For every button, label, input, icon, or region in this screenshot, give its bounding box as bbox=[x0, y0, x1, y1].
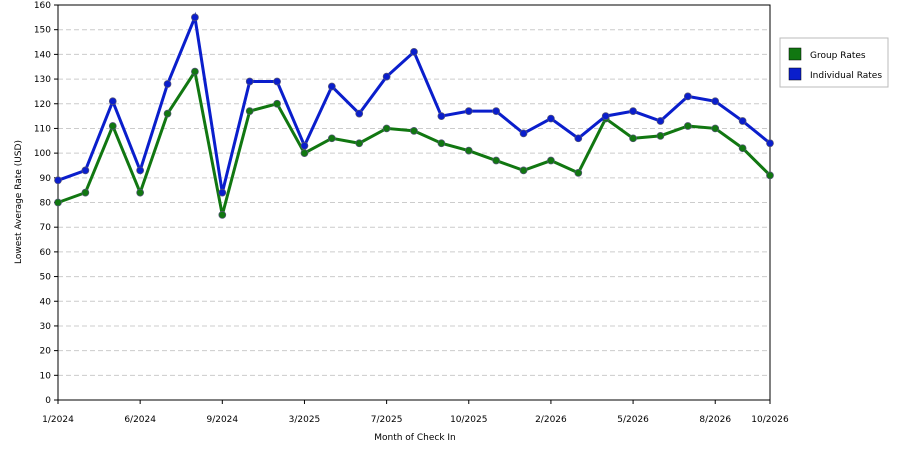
point bbox=[163, 109, 172, 118]
y-tick-label: 120 bbox=[34, 100, 51, 110]
point bbox=[300, 149, 309, 157]
point bbox=[738, 144, 747, 153]
y-tick-label: 50 bbox=[40, 273, 52, 283]
point bbox=[327, 134, 336, 143]
y-tick-label: 70 bbox=[40, 223, 52, 233]
point bbox=[218, 188, 227, 197]
point bbox=[547, 156, 555, 165]
point bbox=[492, 156, 501, 165]
point bbox=[382, 124, 391, 133]
y-tick-label: 0 bbox=[45, 396, 51, 406]
legend-swatch bbox=[788, 67, 802, 81]
point bbox=[656, 131, 665, 140]
x-tick-label: 9/2024 bbox=[206, 415, 238, 425]
point bbox=[464, 146, 473, 155]
point bbox=[81, 166, 90, 175]
x-tick-label: 1/2024 bbox=[42, 415, 74, 425]
y-tick-label: 40 bbox=[40, 297, 52, 307]
legend-swatch bbox=[788, 47, 802, 61]
point bbox=[108, 97, 117, 106]
x-tick-label: 3/2025 bbox=[289, 415, 321, 425]
point bbox=[519, 166, 528, 175]
point bbox=[711, 97, 720, 106]
y-tick-label: 60 bbox=[40, 248, 52, 258]
point bbox=[81, 188, 90, 197]
point bbox=[683, 122, 692, 130]
point bbox=[273, 77, 281, 86]
point bbox=[218, 210, 227, 219]
point bbox=[601, 112, 610, 120]
point bbox=[492, 107, 501, 116]
point bbox=[136, 166, 145, 175]
point bbox=[656, 117, 665, 125]
y-tick-label: 10 bbox=[40, 371, 52, 381]
x-tick-label: 10/2025 bbox=[450, 415, 487, 425]
point bbox=[163, 80, 172, 88]
y-tick-label: 30 bbox=[40, 322, 52, 332]
y-tick-label: 110 bbox=[34, 124, 51, 134]
y-tick-label: 90 bbox=[40, 174, 52, 184]
y-tick-label: 150 bbox=[34, 26, 51, 36]
series-line bbox=[57, 11, 771, 193]
point bbox=[738, 117, 747, 125]
point bbox=[327, 82, 336, 91]
point bbox=[437, 139, 446, 148]
point bbox=[410, 48, 418, 56]
point bbox=[629, 134, 637, 143]
point bbox=[519, 129, 528, 138]
point bbox=[273, 99, 281, 108]
x-tick-label: 10/2026 bbox=[751, 415, 789, 425]
point bbox=[136, 188, 145, 197]
y-axis-label: Lowest Average Rate (USD) bbox=[14, 140, 24, 264]
point bbox=[382, 72, 391, 81]
y-tick-label: 160 bbox=[34, 1, 51, 11]
point bbox=[574, 134, 583, 143]
y-tick-label: 100 bbox=[34, 149, 51, 159]
point bbox=[245, 107, 254, 116]
x-tick-label: 8/2026 bbox=[699, 415, 731, 425]
legend-label: Individual Rates bbox=[810, 71, 882, 81]
point bbox=[683, 92, 692, 101]
point bbox=[547, 114, 555, 123]
point bbox=[629, 107, 637, 116]
x-tick-label: 5/2026 bbox=[617, 415, 649, 425]
y-tick-label: 80 bbox=[40, 199, 52, 209]
point bbox=[54, 198, 62, 207]
point bbox=[711, 124, 720, 133]
x-axis-label: Month of Check In bbox=[374, 433, 456, 443]
point bbox=[108, 122, 117, 130]
legend-label: Group Rates bbox=[810, 51, 866, 61]
x-tick-label: 7/2025 bbox=[371, 415, 403, 425]
point bbox=[355, 109, 364, 118]
point bbox=[464, 107, 473, 116]
y-tick-label: 140 bbox=[34, 50, 51, 60]
point bbox=[191, 67, 199, 76]
point bbox=[766, 139, 774, 148]
point bbox=[437, 112, 446, 120]
x-tick-label: 6/2024 bbox=[124, 415, 156, 425]
point bbox=[54, 176, 62, 185]
x-tick-label: 2/2026 bbox=[535, 415, 567, 425]
point bbox=[355, 139, 364, 148]
point bbox=[245, 77, 254, 86]
point bbox=[300, 141, 309, 150]
point bbox=[410, 127, 418, 135]
y-tick-label: 130 bbox=[34, 75, 51, 85]
point bbox=[766, 171, 774, 180]
point bbox=[191, 13, 199, 22]
y-tick-label: 20 bbox=[40, 347, 52, 357]
point bbox=[574, 169, 583, 177]
